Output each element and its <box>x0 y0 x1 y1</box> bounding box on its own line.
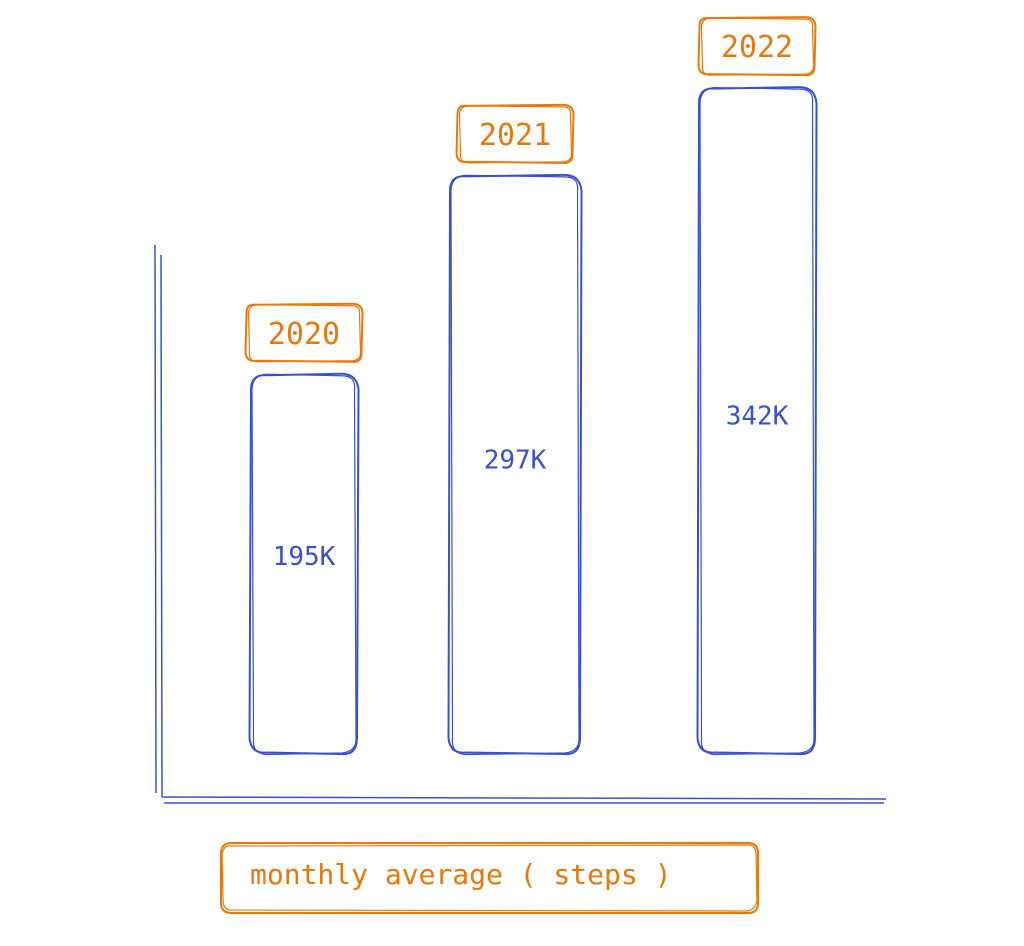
category-label: 2021 <box>479 118 551 153</box>
category-label: 2020 <box>268 317 340 352</box>
x-axis-label-text: monthly average ( steps ) <box>250 858 671 891</box>
bar-outline <box>251 373 357 756</box>
bar-outline <box>450 174 580 756</box>
category-label-box-outline <box>247 304 362 363</box>
x-axis-label-box <box>220 842 759 914</box>
bar-value-label: 195K <box>273 542 336 572</box>
category-label: 2022 <box>721 30 793 65</box>
bar-value-label: 297K <box>484 445 547 475</box>
bar-group-2020: 195K 2020 <box>244 302 364 756</box>
category-label-box <box>697 16 817 77</box>
bar-value-label: 342K <box>726 402 789 432</box>
category-label-box-outline <box>700 17 815 76</box>
axes <box>154 244 887 804</box>
bar-group-2021: 297K 2021 <box>447 103 583 756</box>
bar <box>248 372 360 756</box>
bar <box>696 86 818 756</box>
category-label-box-outline <box>458 105 573 164</box>
category-label-box <box>455 103 575 164</box>
bar <box>447 173 583 756</box>
y-axis <box>154 244 163 798</box>
category-label-box <box>244 302 364 363</box>
x-axis-label: monthly average ( steps ) <box>220 842 759 914</box>
bar-group-2022: 342K 2022 <box>696 16 818 756</box>
x-axis <box>161 796 887 804</box>
bar-outline <box>699 86 815 756</box>
